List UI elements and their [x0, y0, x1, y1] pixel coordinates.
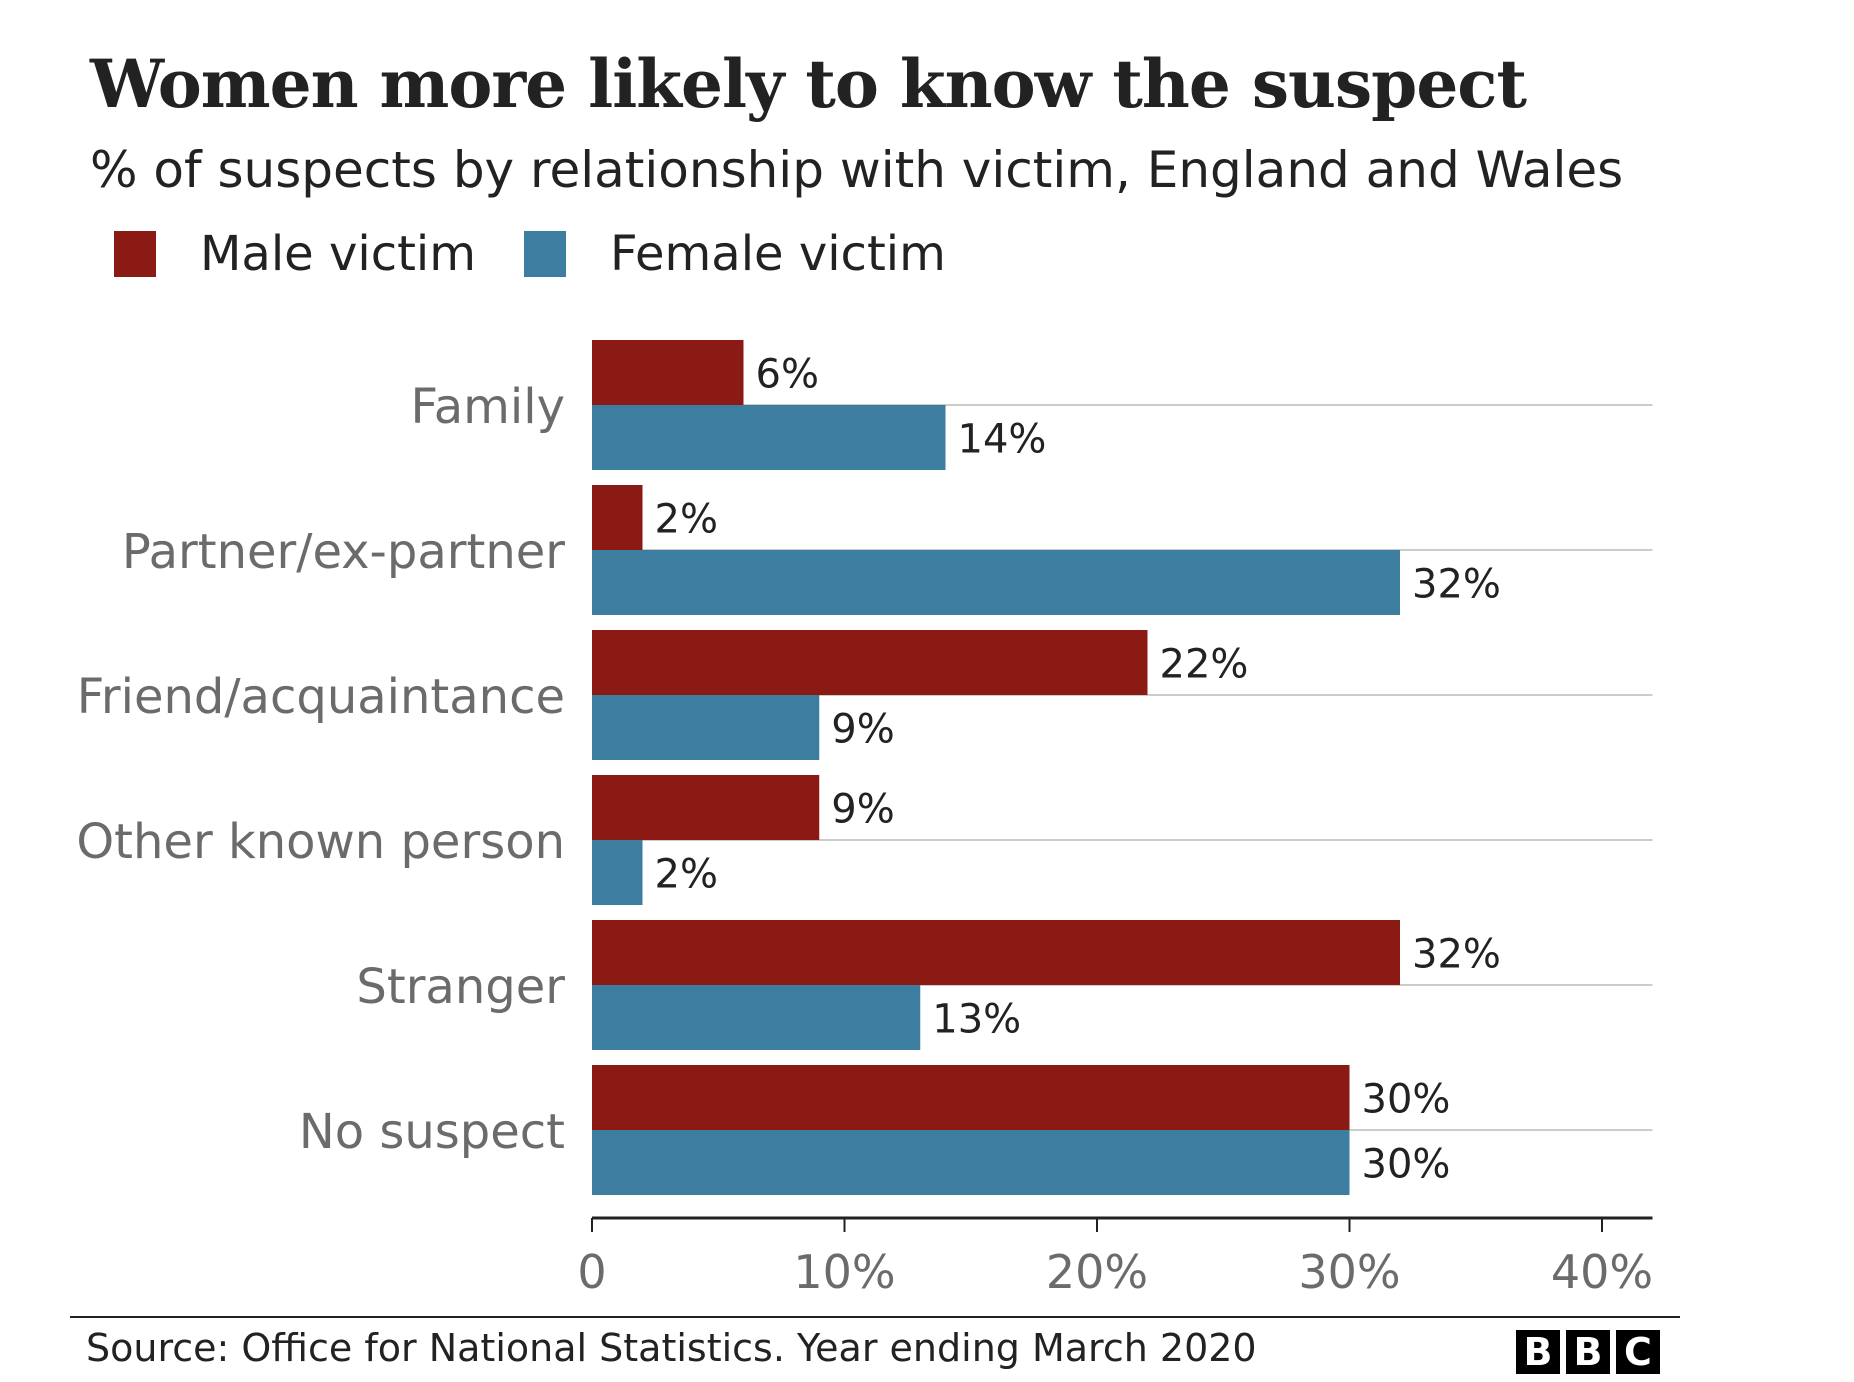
bar-female	[592, 550, 1400, 615]
source-note: Source: Office for National Statistics. …	[86, 1326, 1257, 1370]
bar-male	[592, 340, 744, 405]
chart-subtitle: % of suspects by relationship with victi…	[90, 141, 1624, 199]
value-label-male: 9%	[831, 787, 894, 833]
value-label-male: 22%	[1160, 642, 1249, 688]
value-label-male: 32%	[1412, 932, 1501, 978]
legend-item-male: Male victim	[114, 226, 476, 282]
legend-swatch-male	[114, 231, 156, 277]
legend-label-female: Female victim	[610, 226, 946, 282]
legend-item-female: Female victim	[524, 226, 946, 282]
bar-female	[592, 985, 921, 1050]
legend: Male victim Female victim	[114, 222, 994, 286]
x-tick-label: 10%	[793, 1245, 895, 1299]
x-tick-label: 30%	[1298, 1245, 1400, 1299]
x-tick-label: 20%	[1046, 1245, 1148, 1299]
category-label: Friend/acquaintance	[77, 669, 565, 725]
bar-female	[592, 1130, 1350, 1195]
legend-label-male: Male victim	[200, 226, 476, 282]
logo-letter-1: B	[1516, 1330, 1560, 1374]
bar-female	[592, 840, 643, 905]
bar-male	[592, 1065, 1350, 1130]
value-label-male: 6%	[756, 352, 819, 398]
value-label-male: 30%	[1362, 1077, 1451, 1123]
logo-letter-2: B	[1566, 1330, 1610, 1374]
value-label-female: 30%	[1362, 1142, 1451, 1188]
x-tick-label: 0	[577, 1245, 606, 1299]
value-label-female: 32%	[1412, 562, 1501, 608]
value-label-male: 2%	[655, 497, 718, 543]
value-label-female: 2%	[655, 852, 718, 898]
category-label: Partner/ex-partner	[122, 524, 565, 580]
bar-female	[592, 695, 820, 760]
logo-letter-3: C	[1616, 1330, 1660, 1374]
bar-male	[592, 485, 643, 550]
bar-female	[592, 405, 946, 470]
category-label: Family	[411, 379, 565, 435]
bbc-logo: B B C	[1516, 1330, 1660, 1374]
bar-chart: Family 6% 14% Partner/ex-partner 2% 32% Friend…	[76, 340, 1653, 1299]
chart-title: Women more likely to know the suspect	[90, 45, 1527, 123]
bar-male	[592, 775, 820, 840]
x-tick-label: 40%	[1551, 1245, 1653, 1299]
category-label: Other known person	[76, 814, 565, 870]
source-divider	[70, 1316, 1680, 1318]
value-label-female: 9%	[831, 707, 894, 753]
category-label: No suspect	[299, 1104, 565, 1160]
bar-male	[592, 630, 1148, 695]
bar-male	[592, 920, 1400, 985]
category-label: Stranger	[356, 959, 565, 1015]
value-label-female: 13%	[932, 997, 1021, 1043]
value-label-female: 14%	[958, 417, 1047, 463]
legend-swatch-female	[524, 231, 566, 277]
